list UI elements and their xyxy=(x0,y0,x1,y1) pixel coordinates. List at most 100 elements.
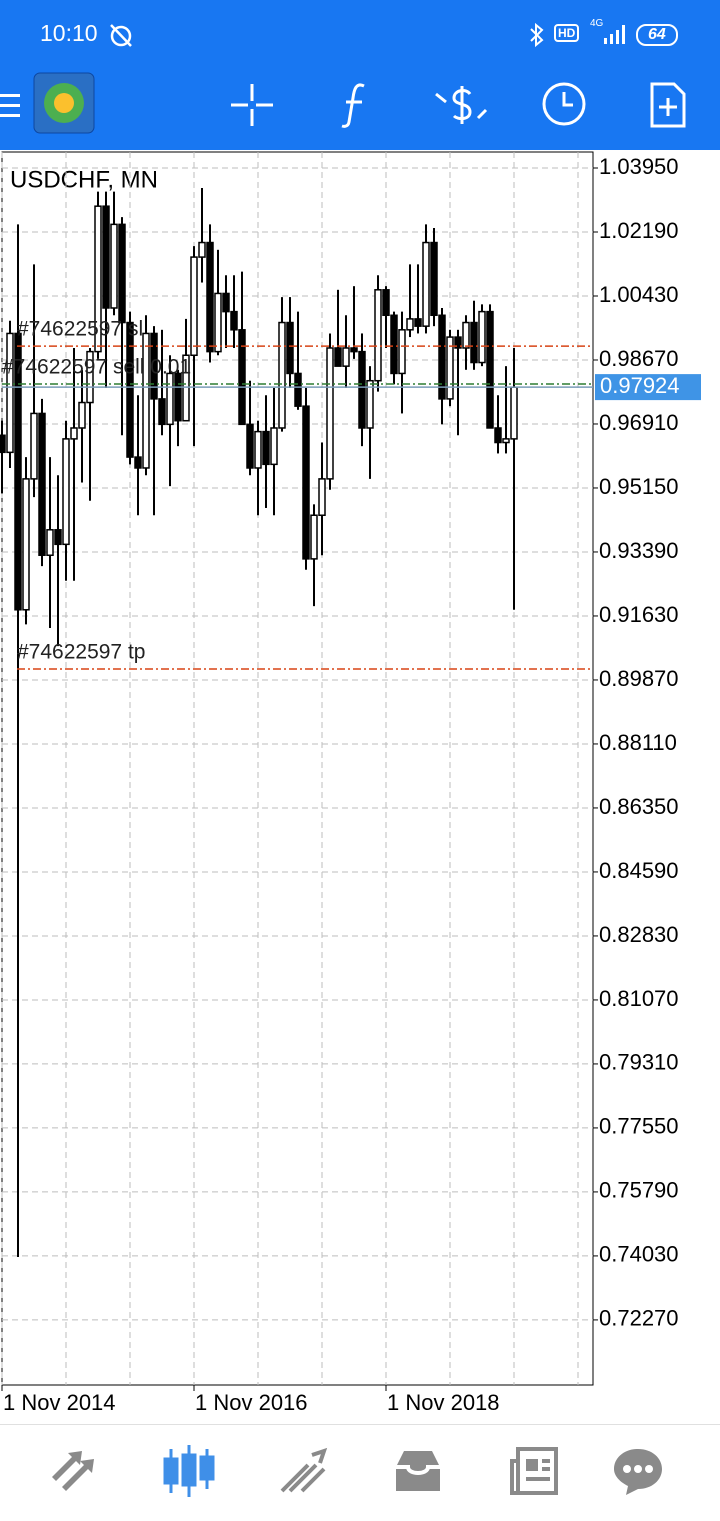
network-type: 4G xyxy=(590,18,604,29)
candle-body xyxy=(0,434,6,454)
y-tick-label: 1.03950 xyxy=(599,154,679,179)
candle-body xyxy=(158,398,166,426)
candle-body xyxy=(446,336,454,400)
y-tick-label: 0.88110 xyxy=(599,730,677,755)
candle-body xyxy=(142,332,150,469)
y-tick-label: 0.91630 xyxy=(599,602,679,627)
candle-body xyxy=(102,205,110,309)
candle-body xyxy=(190,256,198,357)
trade-tab[interactable] xyxy=(278,1445,330,1497)
candle-body xyxy=(366,379,374,429)
candle-body xyxy=(302,405,310,560)
candle-body xyxy=(350,347,358,353)
candle-body xyxy=(398,329,406,375)
chart-title: USDCHF, MN xyxy=(10,166,158,193)
candle-body xyxy=(438,314,446,400)
alarm-off-icon xyxy=(110,24,132,47)
candle-body xyxy=(230,310,238,331)
indicators-button[interactable] xyxy=(336,80,376,130)
y-tick-label: 0.96910 xyxy=(599,410,679,435)
y-tick-label: 0.84590 xyxy=(599,858,679,883)
y-tick-label: 0.98670 xyxy=(599,346,679,371)
candle-body xyxy=(62,438,70,546)
candle-body xyxy=(214,292,222,353)
candle-body xyxy=(278,321,286,429)
y-tick-label: 0.74030 xyxy=(599,1242,679,1267)
history-tab[interactable] xyxy=(392,1447,444,1495)
candle-body xyxy=(166,372,174,426)
candle-body xyxy=(206,241,214,353)
y-tick-label: 0.72270 xyxy=(599,1306,679,1331)
bluetooth-icon xyxy=(530,22,544,48)
candle-body xyxy=(6,332,14,454)
x-tick-label: 1 Nov 2018 xyxy=(387,1390,500,1415)
y-tick-label: 0.79310 xyxy=(599,1050,679,1075)
candle-body xyxy=(342,347,350,367)
quotes-tab[interactable] xyxy=(48,1445,100,1497)
news-tab[interactable] xyxy=(508,1445,560,1497)
candle-body xyxy=(334,347,342,367)
candle-body xyxy=(414,318,422,327)
candle-body xyxy=(54,529,62,546)
candle-body xyxy=(110,223,118,309)
candle-body xyxy=(470,321,478,364)
hd-indicator: HD xyxy=(554,24,580,42)
order-level-label: #74622597 sell 0.01 xyxy=(2,356,191,379)
menu-button[interactable] xyxy=(0,90,22,122)
candle-body xyxy=(406,318,414,331)
toolbar xyxy=(0,68,720,150)
chart-tab[interactable] xyxy=(162,1443,216,1499)
candle-body xyxy=(222,292,230,313)
y-tick-label: 0.75790 xyxy=(599,1178,679,1203)
candle-body xyxy=(262,430,270,466)
bid-label: 0.97924 xyxy=(600,373,680,398)
candle-body xyxy=(270,427,278,466)
status-bar: 10:10 HD 4G 64 xyxy=(0,0,720,68)
bid-label-box xyxy=(595,374,701,401)
new-order-button[interactable] xyxy=(648,80,688,130)
app-logo[interactable] xyxy=(33,72,95,134)
candle-body xyxy=(86,350,94,404)
y-tick-label: 0.95150 xyxy=(599,474,679,499)
candle-body xyxy=(502,438,510,444)
candle-body xyxy=(174,372,182,422)
y-tick-label: 0.82830 xyxy=(599,922,679,947)
candle-body xyxy=(486,310,494,429)
candle-body xyxy=(126,321,134,458)
candle-body xyxy=(318,478,326,516)
candle-body xyxy=(358,350,366,429)
candle-body xyxy=(430,241,438,317)
candle-body xyxy=(310,514,318,560)
candle-body xyxy=(294,372,302,407)
order-level-label: #74622597 tp xyxy=(17,641,145,664)
x-tick-label: 1 Nov 2016 xyxy=(195,1390,308,1415)
candle-body xyxy=(46,529,54,556)
candle-body xyxy=(182,354,190,422)
battery: 64 xyxy=(636,24,678,46)
chat-tab[interactable] xyxy=(612,1445,664,1497)
candle-body xyxy=(14,332,22,611)
candle-body xyxy=(286,321,294,375)
candle-body xyxy=(238,329,246,426)
candle-body xyxy=(390,314,398,375)
candle-body xyxy=(254,430,262,469)
y-tick-label: 1.02190 xyxy=(599,218,679,243)
candle-body xyxy=(246,423,254,469)
candle-body xyxy=(494,427,502,444)
candle-body xyxy=(118,223,126,324)
candle-body xyxy=(510,386,518,440)
candle-body xyxy=(198,241,206,258)
y-tick-label: 0.86350 xyxy=(599,794,679,819)
candle-body xyxy=(38,412,46,556)
bottom-navigation xyxy=(0,1424,720,1521)
candle-body xyxy=(30,412,38,480)
candle-body xyxy=(462,321,470,349)
crosshair-button[interactable] xyxy=(229,82,275,128)
candle-body xyxy=(374,289,382,382)
order-level-label: #74622597 sl xyxy=(17,318,143,341)
timeframe-button[interactable] xyxy=(540,80,588,128)
candle-body xyxy=(326,347,334,480)
trade-button[interactable] xyxy=(432,80,488,130)
